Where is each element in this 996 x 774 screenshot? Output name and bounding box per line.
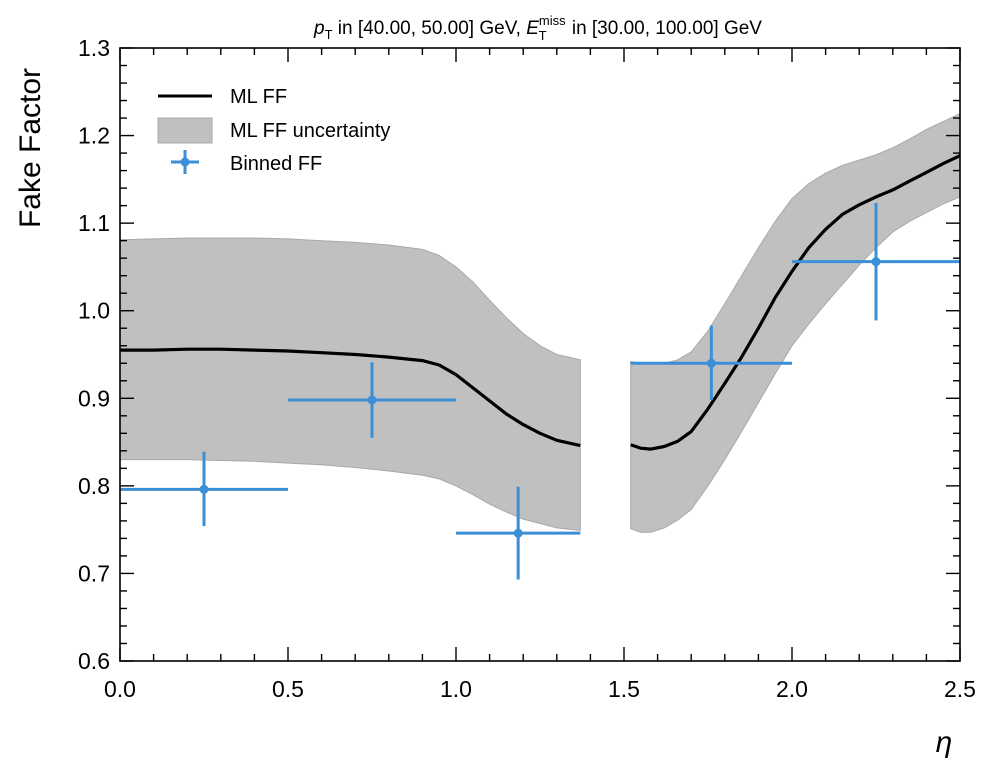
legend-label-binned-ff: Binned FF bbox=[230, 153, 322, 175]
y-tick-label: 0.9 bbox=[78, 385, 110, 411]
title-met-superscript: miss bbox=[539, 13, 566, 28]
y-tick-label: 0.6 bbox=[78, 648, 110, 674]
legend-label-ml-ff: ML FF bbox=[230, 86, 287, 108]
title-pt-range: in [40.00, 50.00] GeV, bbox=[333, 18, 527, 39]
title-pt-symbol: p bbox=[313, 18, 325, 39]
binned-ff-point-4 bbox=[706, 358, 716, 368]
ml-ff-lines bbox=[120, 154, 961, 451]
x-tick-label: 0.5 bbox=[272, 676, 304, 702]
x-tick-label: 2.0 bbox=[776, 676, 808, 702]
tick-labels: 0.0 0.5 1.0 1.5 2.0 2.5 0.6 0.7 0.8 0.9 1.0 1.1 1.2 1… bbox=[78, 35, 976, 702]
binned-ff-point-2 bbox=[367, 395, 377, 405]
x-tick-label: 0.0 bbox=[104, 676, 136, 702]
legend: ML FF ML FF uncertainty Binned FF bbox=[157, 86, 390, 175]
y-tick-label: 1.3 bbox=[78, 35, 110, 61]
legend-marker bbox=[180, 157, 190, 167]
y-tick-label: 1.0 bbox=[78, 298, 110, 324]
x-axis-label: η bbox=[936, 726, 953, 759]
title-pt-subscript: T bbox=[325, 27, 333, 42]
uncertainty-band-2 bbox=[630, 112, 961, 533]
binned-ff-point-3 bbox=[513, 528, 523, 538]
ml-ff-line-1 bbox=[120, 347, 581, 448]
title-met-range: in [30.00, 100.00] GeV bbox=[567, 18, 763, 39]
x-tick-label: 1.5 bbox=[608, 676, 640, 702]
uncertainty-bands bbox=[119, 112, 961, 533]
y-tick-label: 0.7 bbox=[78, 560, 110, 586]
binned-ff-points bbox=[120, 203, 960, 580]
binned-ff-point-5 bbox=[871, 257, 881, 267]
ml-ff-line-2 bbox=[630, 154, 961, 451]
y-axis-label: Fake Factor bbox=[14, 68, 47, 228]
legend-band-swatch bbox=[157, 117, 213, 144]
chart-title: pT in [40.00, 50.00] GeV, Emiss T in [30.… bbox=[313, 13, 762, 43]
binned-ff-point-1 bbox=[199, 484, 209, 494]
x-tick-label: 2.5 bbox=[944, 676, 976, 702]
legend-label-ml-ff-uncertainty: ML FF uncertainty bbox=[230, 120, 390, 142]
title-met-subscript: T bbox=[539, 28, 547, 43]
uncertainty-band-1 bbox=[119, 237, 581, 532]
title-met-symbol: E bbox=[526, 18, 539, 39]
y-tick-label: 1.2 bbox=[78, 123, 110, 149]
y-tick-label: 0.8 bbox=[78, 473, 110, 499]
y-tick-label: 1.1 bbox=[78, 210, 110, 236]
plot-frame bbox=[119, 47, 961, 662]
x-tick-label: 1.0 bbox=[440, 676, 472, 702]
